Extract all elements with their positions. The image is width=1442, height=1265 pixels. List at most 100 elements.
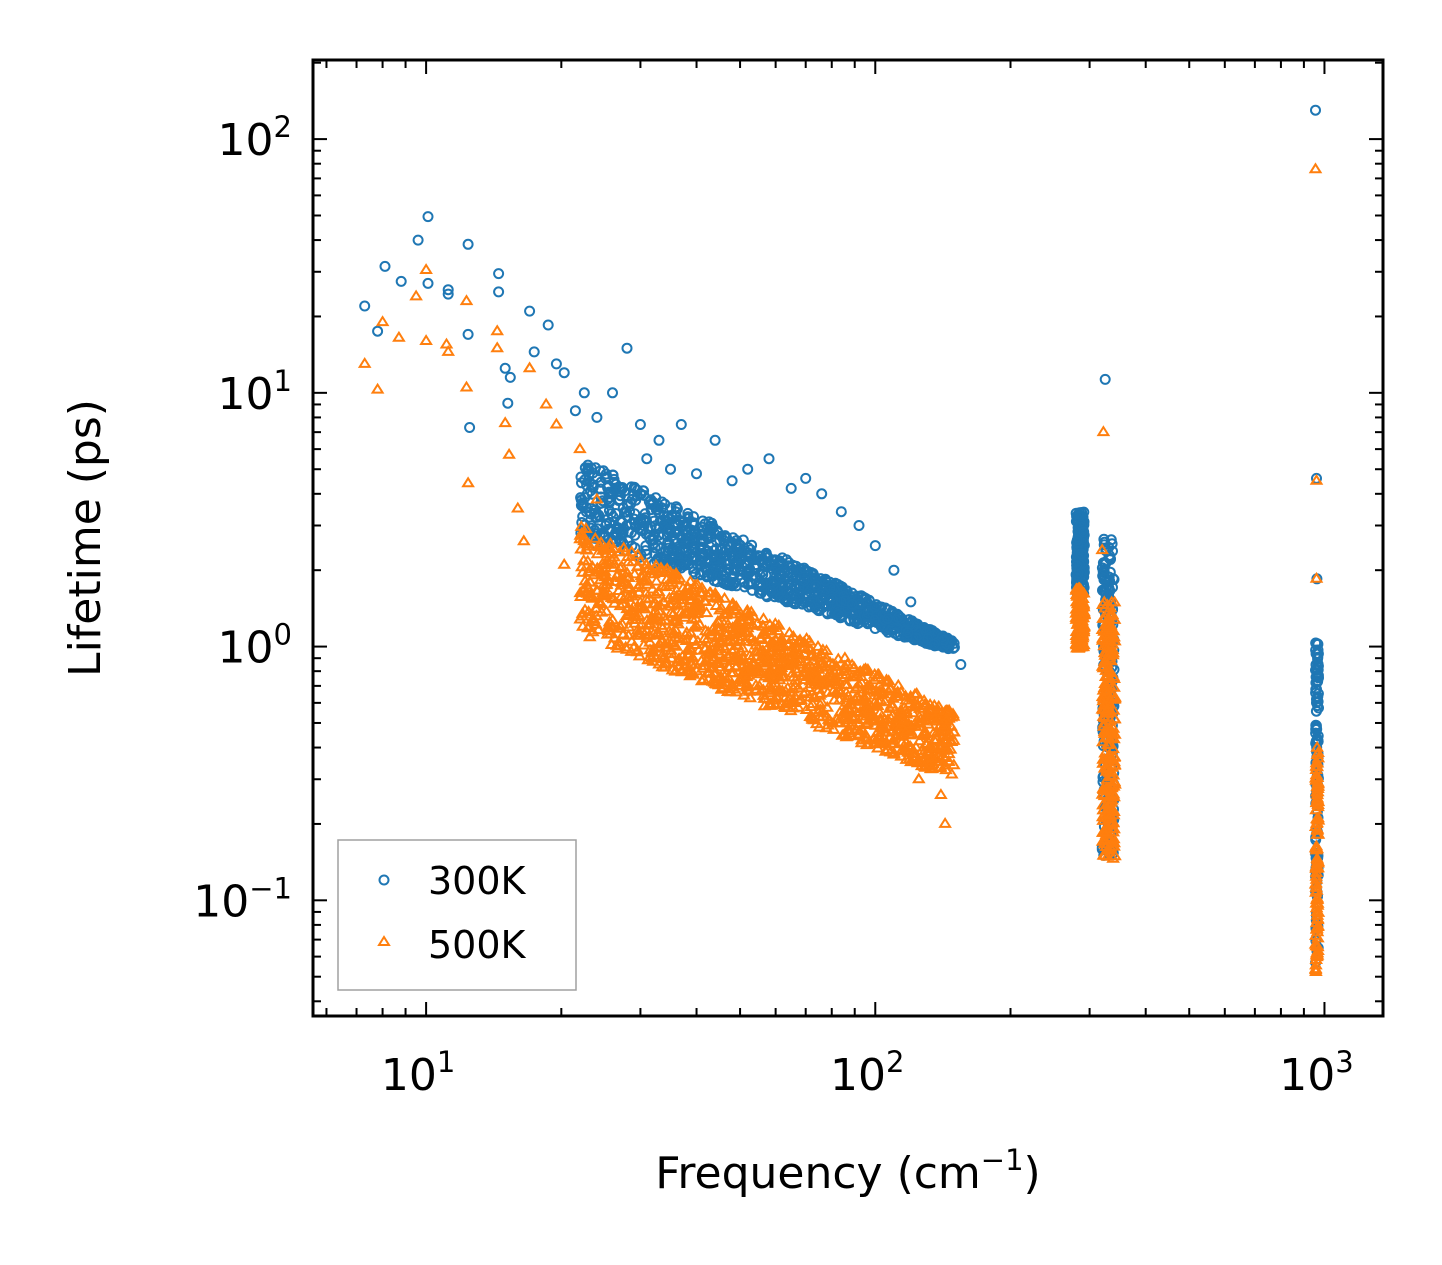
- point-500k: [744, 652, 759, 664]
- point-300k: [719, 530, 731, 542]
- point-500k: [582, 630, 597, 642]
- point-500k: [826, 684, 841, 695]
- point-500k: [1099, 704, 1114, 716]
- point-500k: [461, 476, 475, 488]
- point-300k: [621, 342, 633, 354]
- point-500k: [591, 623, 606, 635]
- point-500k: [441, 345, 456, 356]
- point-300k: [614, 483, 626, 494]
- point-500k: [619, 609, 634, 620]
- point-300k: [1071, 534, 1083, 546]
- point-300k: [882, 613, 894, 625]
- point-500k: [585, 590, 600, 602]
- point-500k: [857, 665, 872, 676]
- point-500k: [812, 710, 827, 722]
- x-axis-label: Frequency (cm−1): [655, 1143, 1040, 1199]
- point-500k: [1310, 793, 1325, 805]
- point-300k: [395, 275, 407, 287]
- point-300k: [1310, 104, 1321, 116]
- point-500k: [756, 654, 771, 666]
- point-500k: [867, 673, 882, 685]
- point-500k: [666, 568, 681, 580]
- point-300k: [1096, 562, 1108, 574]
- point-500k: [725, 654, 740, 665]
- point-500k: [626, 599, 641, 611]
- point-500k: [666, 614, 681, 626]
- point-500k: [754, 684, 768, 696]
- point-500k: [840, 729, 855, 741]
- point-500k: [516, 534, 531, 546]
- point-500k: [687, 581, 701, 593]
- point-300k: [1312, 664, 1324, 676]
- point-300k: [902, 627, 914, 638]
- point-500k: [932, 749, 946, 761]
- point-500k: [370, 382, 385, 394]
- point-500k: [587, 613, 601, 624]
- point-500k: [850, 706, 864, 718]
- point-300k: [569, 405, 581, 417]
- point-500k: [695, 661, 710, 673]
- point-500k: [933, 760, 948, 772]
- point-300k: [826, 593, 838, 605]
- point-300k: [816, 488, 828, 500]
- point-300k: [422, 211, 434, 223]
- point-500k: [1099, 681, 1113, 693]
- point-500k: [711, 614, 725, 626]
- point-500k: [622, 589, 637, 601]
- point-300k: [889, 627, 901, 639]
- point-300k: [634, 419, 646, 430]
- point-500k: [820, 686, 835, 697]
- point-500k: [797, 669, 811, 681]
- point-500k: [847, 719, 862, 731]
- point-300k: [813, 605, 825, 617]
- point-500k: [766, 621, 781, 632]
- point-300k: [655, 542, 667, 554]
- point-300k: [610, 508, 622, 519]
- point-500k: [1311, 800, 1325, 812]
- point-500k: [1310, 891, 1325, 903]
- point-500k: [510, 501, 525, 513]
- point-300k: [524, 305, 536, 317]
- point-300k: [590, 462, 601, 474]
- point-500k: [1096, 783, 1111, 794]
- point-500k: [579, 522, 593, 533]
- point-500k: [375, 315, 390, 327]
- point-500k: [590, 561, 605, 573]
- point-500k: [863, 679, 878, 691]
- point-500k: [646, 654, 660, 666]
- point-500k: [809, 717, 824, 729]
- y-tick-label: 101: [218, 364, 292, 420]
- point-500k: [812, 688, 827, 700]
- point-300k: [542, 319, 554, 331]
- point-300k: [663, 524, 674, 536]
- point-500k: [1069, 637, 1084, 649]
- point-300k: [558, 367, 570, 379]
- point-300k: [502, 397, 514, 409]
- point-500k: [925, 762, 939, 774]
- point-300k: [1100, 545, 1112, 557]
- point-300k: [761, 560, 773, 572]
- point-500k: [1309, 948, 1324, 960]
- point-300k: [835, 506, 847, 518]
- x-tick-label: 101: [381, 1045, 455, 1101]
- point-300k: [744, 567, 755, 579]
- point-300k: [528, 346, 540, 358]
- point-300k: [653, 434, 665, 446]
- point-500k: [771, 624, 785, 636]
- point-300k: [613, 495, 625, 506]
- point-300k: [862, 607, 874, 619]
- point-500k: [689, 664, 704, 676]
- point-500k: [613, 599, 628, 611]
- point-500k: [1309, 571, 1324, 583]
- point-300k: [602, 493, 614, 505]
- point-500k: [859, 688, 874, 700]
- point-500k: [859, 718, 874, 729]
- point-500k: [683, 669, 697, 681]
- point-500k: [941, 755, 956, 766]
- point-500k: [576, 584, 590, 596]
- point-300k: [726, 475, 738, 487]
- point-500k: [643, 635, 657, 647]
- point-300k: [742, 463, 754, 475]
- point-500k: [664, 606, 678, 617]
- point-300k: [550, 358, 562, 370]
